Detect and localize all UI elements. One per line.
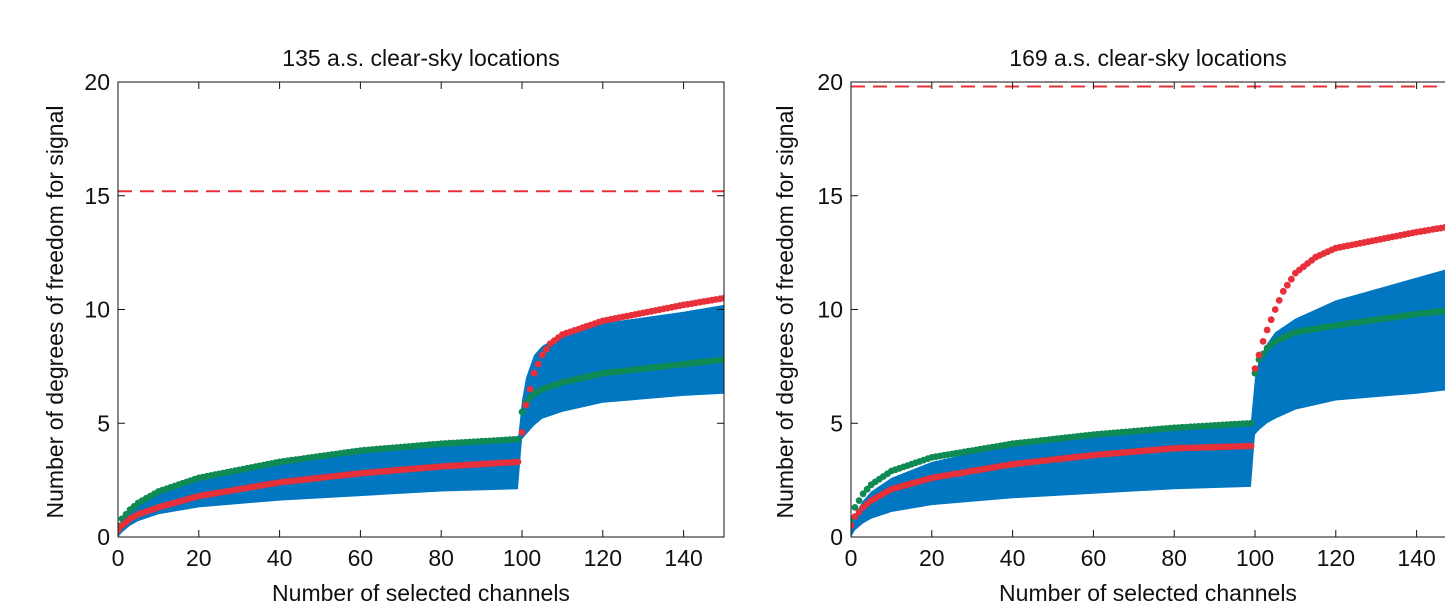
- series-point: [538, 351, 546, 359]
- series-point: [1247, 419, 1255, 427]
- series-point: [522, 401, 530, 409]
- chart-panel-right: 169 a.s. clear-sky locations Number of d…: [772, 45, 1445, 604]
- series-point: [1275, 297, 1283, 304]
- y-tick-label: 5: [97, 410, 110, 436]
- x-tick-label: 0: [112, 545, 125, 571]
- series-point: [720, 294, 724, 302]
- series-point: [1441, 307, 1445, 315]
- axis-ticks: 0 20 40 60 80 100 120 140 0 5 10 15 20: [817, 69, 1435, 571]
- x-tick-label: 80: [428, 545, 454, 571]
- series-point: [530, 369, 538, 377]
- y-axis-label: Number of degrees of freedom for signal: [42, 106, 68, 519]
- series-point: [122, 510, 130, 518]
- band-all-locations-jump: [517, 400, 522, 490]
- series-point: [1255, 351, 1263, 359]
- series-point: [851, 522, 855, 529]
- series-point: [1247, 442, 1255, 450]
- y-tick-label: 10: [817, 297, 843, 323]
- series-point: [1251, 365, 1259, 372]
- x-tick-label: 20: [186, 545, 212, 571]
- x-tick-label: 140: [664, 545, 702, 571]
- x-tick-label: 20: [919, 545, 945, 571]
- series-point: [851, 513, 859, 520]
- series-point: [1267, 316, 1275, 324]
- x-tick-label: 100: [1236, 545, 1274, 571]
- series-selected: [118, 294, 724, 534]
- y-tick-label: 10: [84, 297, 110, 323]
- plot-frame: [850, 81, 1445, 538]
- x-tick-label: 60: [348, 545, 374, 571]
- series-point: [1271, 306, 1279, 313]
- band-all-locations-lower-segment: [118, 439, 518, 537]
- series-point: [855, 508, 863, 516]
- series-point: [542, 345, 550, 353]
- y-tick-label: 0: [97, 524, 110, 550]
- x-axis-label: Number of selected channels: [272, 580, 570, 604]
- x-tick-label: 80: [1161, 545, 1187, 571]
- plot-area: [851, 85, 1445, 537]
- series-selected: [851, 224, 1445, 529]
- series-point: [720, 356, 724, 363]
- plot-frame: [117, 81, 725, 538]
- series-point: [514, 458, 522, 466]
- axis-ticks: 0 20 40 60 80 100 120 140 0 5 10 15 20: [84, 69, 724, 571]
- chart-title: 135 a.s. clear-sky locations: [282, 45, 559, 71]
- series-point: [855, 497, 863, 504]
- chart-panel-left: 135 a.s. clear-sky locations Number of d…: [42, 45, 725, 604]
- y-tick-label: 15: [84, 183, 110, 209]
- y-tick-label: 5: [830, 410, 843, 436]
- series-point: [1259, 338, 1267, 345]
- x-tick-label: 40: [267, 545, 293, 571]
- y-tick-label: 20: [817, 69, 843, 95]
- band-all-locations-upper-segment: [1255, 269, 1445, 435]
- x-tick-label: 40: [1000, 545, 1026, 571]
- series-point: [526, 394, 534, 402]
- band-all-locations-jump: [1250, 377, 1255, 487]
- x-tick-label: 120: [1317, 545, 1355, 571]
- y-tick-label: 15: [817, 183, 843, 209]
- y-tick-label: 20: [84, 69, 110, 95]
- y-tick-label: 0: [830, 524, 843, 550]
- series-mean: [118, 356, 724, 529]
- x-tick-label: 0: [845, 545, 858, 571]
- series-point: [518, 429, 526, 436]
- series-point: [1283, 281, 1291, 289]
- series-point: [514, 435, 522, 443]
- series-point: [534, 360, 542, 368]
- series-point: [1263, 326, 1271, 334]
- x-tick-label: 100: [503, 545, 541, 571]
- series-point: [859, 490, 867, 498]
- series-point: [526, 385, 534, 393]
- x-tick-label: 60: [1081, 545, 1107, 571]
- series-point: [1279, 287, 1287, 295]
- plot-area: [118, 190, 724, 537]
- series-point: [863, 485, 871, 493]
- x-tick-label: 140: [1397, 545, 1435, 571]
- x-tick-label: 120: [584, 545, 622, 571]
- chart-title: 169 a.s. clear-sky locations: [1009, 45, 1286, 71]
- series-point: [851, 504, 859, 511]
- x-axis-label: Number of selected channels: [999, 580, 1297, 604]
- y-axis-label: Number of degrees of freedom for signal: [772, 106, 798, 519]
- series-point: [1288, 275, 1295, 283]
- series-point: [1441, 224, 1445, 231]
- series-point: [518, 408, 526, 416]
